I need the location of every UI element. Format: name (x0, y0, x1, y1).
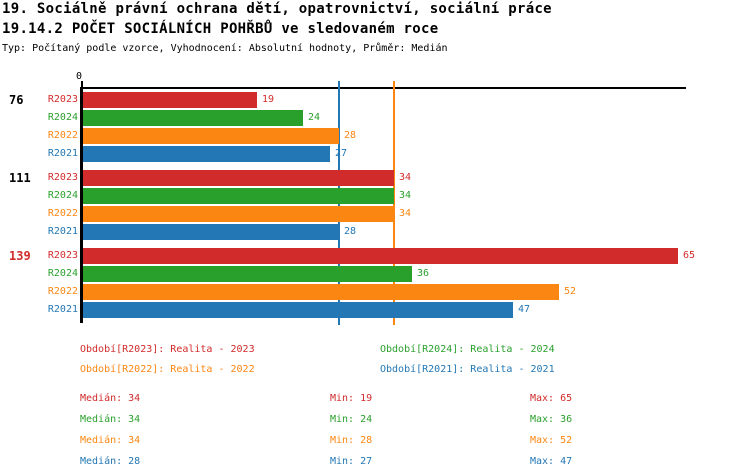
bar-value-label: 34 (399, 190, 412, 201)
bar-r2023 (83, 92, 257, 108)
series-label-r2023: R2023 (47, 172, 78, 183)
series-label-r2022: R2022 (47, 208, 78, 219)
x-axis-zero-tick (81, 81, 83, 87)
y-axis-line (80, 87, 83, 323)
series-label-r2023: R2023 (47, 250, 78, 261)
series-label-r2023: R2023 (47, 94, 78, 105)
bar-r2021 (83, 224, 339, 240)
stats-max-r2023: Max: 65 (530, 393, 573, 404)
bar-r2023 (83, 248, 678, 264)
series-label-r2022: R2022 (47, 286, 78, 297)
series-label-r2021: R2021 (47, 226, 78, 237)
legend-item-r2022: Období[R2022]: Realita - 2022 (80, 364, 255, 375)
series-label-r2024: R2024 (47, 268, 78, 279)
stats-median-r2021: Medián: 28 (80, 456, 141, 467)
bar-value-label: 65 (683, 250, 696, 261)
bar-r2021 (83, 302, 513, 318)
legend-item-r2024: Období[R2024]: Realita - 2024 (380, 344, 555, 355)
series-label-r2024: R2024 (47, 112, 78, 123)
bar-value-label: 27 (335, 148, 348, 159)
bar-r2022 (83, 284, 559, 300)
legend-item-r2023: Období[R2023]: Realita - 2023 (80, 344, 255, 355)
bar-r2023 (83, 170, 394, 186)
stats-median-r2023: Medián: 34 (80, 393, 141, 404)
stats-max-r2021: Max: 47 (530, 456, 573, 467)
bar-value-label: 52 (564, 286, 577, 297)
bar-r2022 (83, 206, 394, 222)
bar-value-label: 36 (417, 268, 430, 279)
stats-max-r2024: Max: 36 (530, 414, 573, 425)
bar-r2024 (83, 266, 412, 282)
bar-r2022 (83, 128, 339, 144)
chart-group-label: 76 (9, 93, 24, 107)
stats-min-r2021: Min: 27 (330, 456, 373, 467)
chart-title: 19.14.2 POČET SOCIÁLNÍCH POHŘBŮ ve sledo… (2, 21, 439, 37)
bar-r2024 (83, 110, 303, 126)
bar-r2024 (83, 188, 394, 204)
stats-median-r2022: Medián: 34 (80, 435, 141, 446)
bar-value-label: 28 (344, 130, 357, 141)
bar-value-label: 47 (518, 304, 531, 315)
bar-value-label: 19 (262, 94, 275, 105)
median-line-r2022 (393, 81, 395, 325)
chart-subtitle: Typ: Počítaný podle vzorce, Vyhodnocení:… (2, 43, 448, 54)
stats-min-r2022: Min: 28 (330, 435, 373, 446)
chart-group-label: 139 (9, 249, 31, 263)
x-axis-zero-label: 0 (76, 71, 83, 82)
x-axis-line (80, 87, 686, 89)
bar-value-label: 28 (344, 226, 357, 237)
bar-value-label: 34 (399, 208, 412, 219)
report-section-title: 19. Sociálně právní ochrana dětí, opatro… (2, 1, 552, 17)
stats-median-r2024: Medián: 34 (80, 414, 141, 425)
bar-r2021 (83, 146, 330, 162)
series-label-r2022: R2022 (47, 130, 78, 141)
legend-item-r2021: Období[R2021]: Realita - 2021 (380, 364, 555, 375)
chart-group-label: 111 (9, 171, 31, 185)
series-label-r2024: R2024 (47, 190, 78, 201)
bar-value-label: 24 (308, 112, 321, 123)
bar-value-label: 34 (399, 172, 412, 183)
stats-max-r2022: Max: 52 (530, 435, 573, 446)
stats-min-r2023: Min: 19 (330, 393, 373, 404)
stats-min-r2024: Min: 24 (330, 414, 373, 425)
series-label-r2021: R2021 (47, 304, 78, 315)
series-label-r2021: R2021 (47, 148, 78, 159)
